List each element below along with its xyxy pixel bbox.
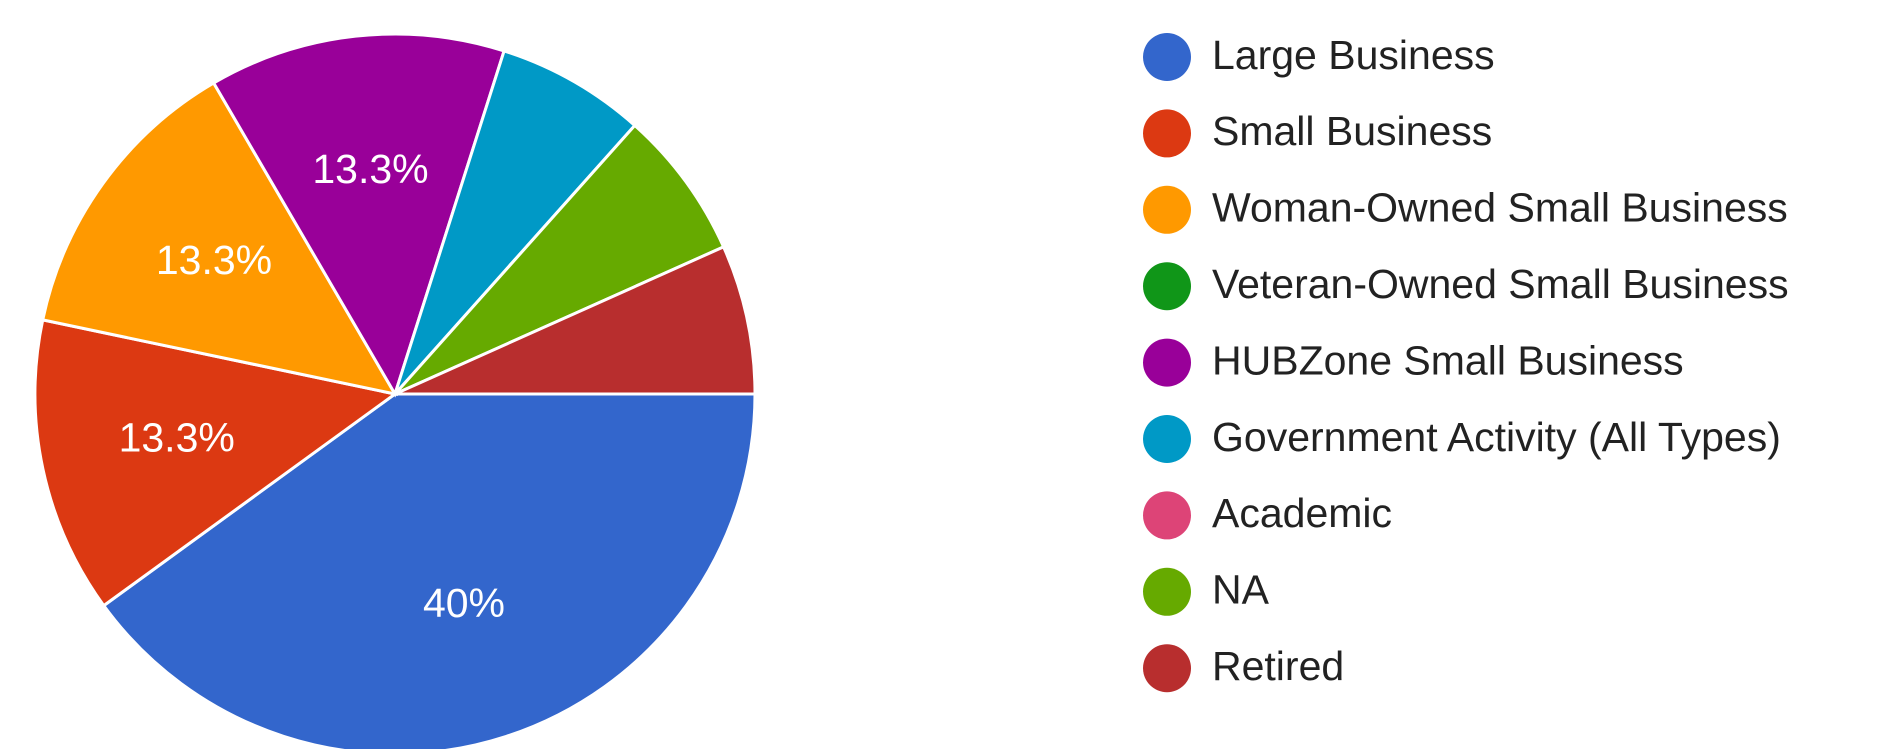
legend-label: Large Business [1212,32,1495,78]
legend-marker [1143,338,1191,387]
legend-label: Woman-Owned Small Business [1212,185,1788,231]
legend-label: Retired [1212,643,1344,689]
legend-marker [1143,185,1191,234]
legend-marker [1143,567,1191,616]
pie-slice [393,49,637,395]
legend-marker [1143,109,1191,158]
legend-marker [1143,644,1191,693]
pie-slice [33,318,399,608]
legend-marker [1143,33,1191,81]
legend-label: HUBZone Small Business [1212,337,1684,383]
pie-slice [393,123,726,396]
pie-slice [101,392,757,749]
pie-slice [394,244,757,396]
slice-label: 13.3% [312,146,428,192]
slice-label: 40% [423,580,505,626]
legend-marker [1143,415,1191,463]
legend-label: Small Business [1212,108,1492,154]
legend-label: Academic [1212,490,1392,536]
legend-label: Government Activity (All Types) [1212,414,1781,460]
legend-marker [1143,262,1191,311]
legend-marker [1143,491,1191,540]
legend-label: NA [1212,567,1270,613]
legend-label: Veteran-Owned Small Business [1212,261,1789,307]
pie-slice [40,80,398,397]
slice-label: 13.3% [119,414,235,460]
pie-slice [211,32,506,398]
slice-label: 13.3% [156,237,272,283]
